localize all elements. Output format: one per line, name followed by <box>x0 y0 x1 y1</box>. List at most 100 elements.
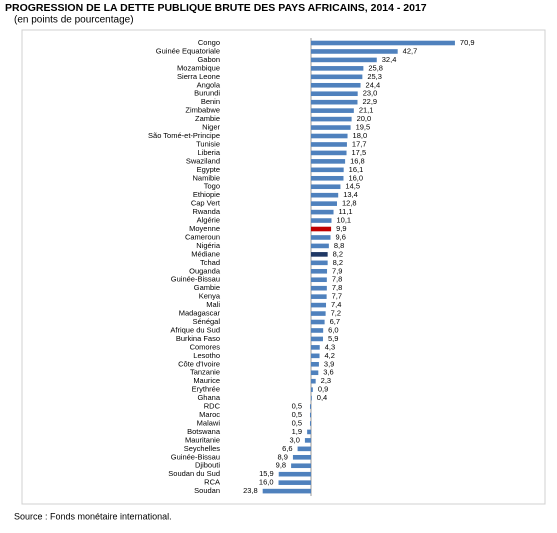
bar <box>311 226 332 232</box>
value-label: 23,8 <box>243 486 258 495</box>
category-label: Maurice <box>193 376 220 385</box>
value-label: 17,5 <box>352 148 367 157</box>
category-label: Lesotho <box>193 351 220 360</box>
category-label: RDC <box>204 402 221 411</box>
value-label: 25,3 <box>367 72 382 81</box>
bar <box>311 268 328 274</box>
bar <box>311 311 326 316</box>
bar <box>311 66 364 71</box>
bar <box>311 294 327 299</box>
value-label: 42,7 <box>403 46 418 55</box>
bar <box>311 277 327 283</box>
value-label: 0,5 <box>292 410 302 419</box>
bar <box>311 184 341 190</box>
bar <box>311 150 347 156</box>
category-label: Burkina Faso <box>176 334 220 343</box>
bar <box>311 252 328 257</box>
category-label: Ethiopie <box>193 190 220 199</box>
bar <box>311 243 329 249</box>
category-label: Kenya <box>199 292 221 301</box>
bar <box>262 488 311 494</box>
value-label: 9,9 <box>336 224 346 233</box>
bar <box>311 302 327 308</box>
category-label: Mali <box>206 300 220 309</box>
value-label: 16,0 <box>348 173 363 182</box>
bar <box>311 319 325 325</box>
value-label: 23,0 <box>363 89 378 98</box>
bar <box>311 361 319 367</box>
value-label: 0,5 <box>292 402 302 411</box>
chart-subtitle: (en points de pourcentage) <box>14 15 134 26</box>
value-label: 18,0 <box>353 131 368 140</box>
value-label: 8,2 <box>333 249 343 258</box>
value-label: 6,7 <box>330 317 340 326</box>
bar <box>311 328 324 333</box>
value-label: 6,6 <box>282 444 292 453</box>
value-label: 4,3 <box>325 342 335 351</box>
value-label: 14,5 <box>345 182 360 191</box>
category-label: Ouganda <box>189 266 221 275</box>
category-label: São Tomé-et-Principe <box>148 131 220 140</box>
value-label: 6,0 <box>328 325 338 334</box>
source: Source : Fonds monétaire international. <box>14 511 172 521</box>
bar <box>311 387 313 392</box>
category-label: Mozambique <box>177 63 220 72</box>
category-label: Soudan du Sud <box>168 469 220 478</box>
value-label: 24,4 <box>366 80 381 89</box>
category-label: Seychelles <box>184 444 221 453</box>
category-label: Tanzanie <box>190 368 220 377</box>
category-label: Guinée-Bissau <box>171 452 220 461</box>
bar <box>311 395 312 401</box>
value-label: 16,1 <box>349 165 364 174</box>
bar <box>278 471 311 477</box>
category-label: RCA <box>204 478 220 487</box>
bar <box>311 82 361 88</box>
category-label: Nigéria <box>196 241 221 250</box>
value-label: 7,8 <box>332 275 342 284</box>
value-label: 21,1 <box>359 106 374 115</box>
category-label: Guinée-Bissau <box>171 275 220 284</box>
frame <box>21 29 546 505</box>
value-label: 19,5 <box>356 123 371 132</box>
category-label: Cap Vert <box>191 199 221 208</box>
value-label: 2,3 <box>321 376 331 385</box>
category-label: Tchad <box>200 258 220 267</box>
value-label: 11,1 <box>339 207 353 216</box>
bar <box>311 345 320 350</box>
category-label: Tunisie <box>196 139 220 148</box>
bar <box>311 235 331 240</box>
bar <box>311 218 332 223</box>
bar <box>311 57 377 63</box>
value-label: 17,7 <box>352 139 367 148</box>
category-label: Zimbabwe <box>185 106 220 115</box>
category-label: Médiane <box>191 249 220 258</box>
category-label: Swaziland <box>186 156 220 165</box>
value-label: 7,7 <box>332 292 342 301</box>
value-label: 5,9 <box>328 334 338 343</box>
category-label: Côte d'Ivoire <box>178 359 220 368</box>
bar <box>311 133 348 139</box>
category-label: Liberia <box>197 148 220 157</box>
value-label: 7,4 <box>331 300 341 309</box>
bar <box>311 201 337 206</box>
category-label: Cameroun <box>185 232 220 241</box>
value-label: 7,8 <box>332 283 342 292</box>
category-label: Botswana <box>187 427 221 436</box>
bar <box>311 260 328 266</box>
bar <box>307 429 311 435</box>
category-label: Niger <box>202 123 220 132</box>
value-label: 0,9 <box>318 385 328 394</box>
bar <box>309 421 311 426</box>
bar <box>311 285 327 291</box>
category-label: Afrique du Sud <box>170 325 220 334</box>
category-label: Maroc <box>199 410 220 419</box>
value-label: 8,9 <box>277 452 287 461</box>
bar <box>311 49 398 54</box>
category-label: Togo <box>204 182 220 191</box>
category-label: Madagascar <box>179 309 221 318</box>
category-label: Soudan <box>194 486 220 495</box>
bar <box>291 463 311 469</box>
bar <box>304 438 311 443</box>
